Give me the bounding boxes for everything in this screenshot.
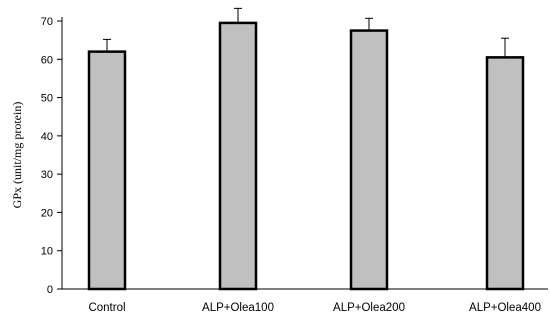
bar-control [87, 50, 127, 291]
y-tick-label: 10 [41, 246, 53, 258]
y-tick-label: 20 [41, 207, 53, 219]
y-tick-label: 70 [41, 16, 53, 28]
error-bars [103, 7, 509, 58]
y-tick-label: 50 [41, 93, 53, 105]
y-axis-label: GPx (unit/mg protein) [10, 102, 24, 209]
x-ticks: Control ALP+Olea100 ALP+Olea200 ALP+Olea400 [88, 302, 541, 314]
y-tick-label: 30 [41, 169, 53, 181]
bars [87, 21, 525, 291]
y-tick-label: 60 [41, 54, 53, 66]
y-tick-label: 0 [47, 284, 53, 296]
bar-alp-olea200 [349, 29, 389, 291]
x-tick-label: ALP+Olea200 [333, 302, 405, 314]
bar-alp-olea100 [218, 21, 258, 291]
y-ticks: 0 10 20 30 40 50 60 70 [41, 16, 62, 296]
bar-alp-olea400 [485, 56, 525, 291]
x-tick-label: Control [88, 302, 125, 314]
axes [61, 17, 548, 290]
x-tick-label: ALP+Olea100 [202, 302, 274, 314]
y-tick-label: 40 [41, 131, 53, 143]
x-tick-label: ALP+Olea400 [469, 302, 541, 314]
